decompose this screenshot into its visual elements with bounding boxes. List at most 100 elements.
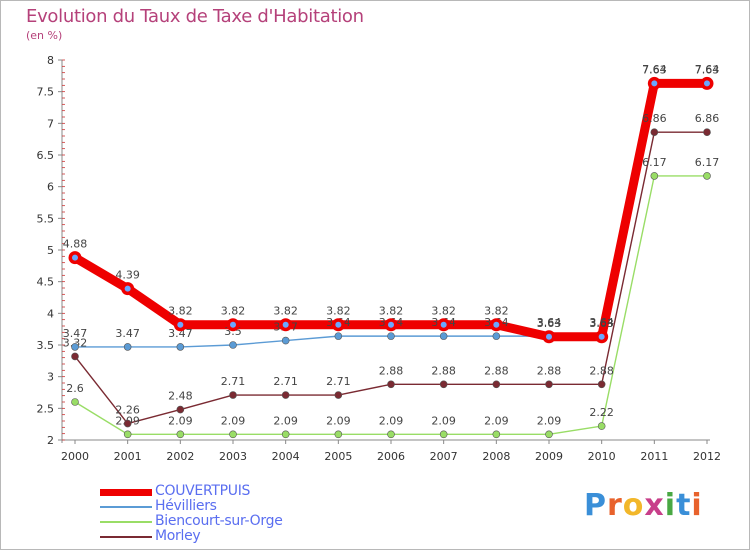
data-label: 2.71 (221, 375, 246, 388)
data-label: 7.63 (695, 63, 720, 76)
data-label: 2.71 (273, 375, 298, 388)
data-label: 2.09 (168, 414, 193, 427)
data-point (545, 380, 553, 389)
data-point (492, 430, 501, 439)
data-label: 2.09 (431, 414, 456, 427)
data-point (334, 430, 343, 439)
data-label: 3.82 (484, 305, 509, 318)
logo-letter: i (664, 488, 677, 523)
data-label: 7.64 (695, 63, 720, 76)
data-point-center (282, 321, 289, 328)
data-point (387, 430, 395, 439)
data-label: 2.6 (66, 382, 84, 395)
data-label: 2.88 (537, 364, 562, 377)
data-label: 3.82 (273, 305, 298, 318)
logo-letter: P (584, 488, 607, 523)
data-point (439, 430, 448, 439)
data-label: 3.82 (221, 305, 246, 318)
data-label: 6.17 (695, 156, 720, 169)
data-label: 2.09 (326, 414, 351, 427)
data-label: 3.47 (63, 327, 88, 340)
data-label: 3.63 (537, 317, 562, 330)
data-label: 3.82 (168, 305, 193, 318)
data-label: 3.47 (115, 327, 140, 340)
y-tick-label: 3.5 (37, 339, 55, 352)
legend-label: Hévilliers (155, 498, 217, 514)
logo-letter: i (691, 488, 703, 523)
chart-subtitle: (en %) (26, 29, 63, 42)
x-tick-label: 2011 (640, 450, 668, 463)
data-label: 2.09 (273, 414, 298, 427)
data-point-center (335, 321, 342, 328)
data-point (281, 391, 290, 399)
data-label: 2.48 (168, 390, 193, 403)
data-point (545, 430, 553, 439)
data-point (334, 332, 343, 340)
y-tick-label: 8 (47, 54, 54, 67)
x-tick-label: 2002 (166, 450, 194, 463)
data-label: 2.88 (589, 364, 614, 377)
data-point-center (651, 80, 658, 87)
data-label: 2.09 (537, 414, 562, 427)
data-point-center (704, 80, 710, 87)
data-label: 3.82 (326, 305, 351, 318)
x-tick-label: 2003 (219, 450, 247, 463)
data-label: 2.71 (326, 375, 351, 388)
data-label: 2.09 (484, 414, 509, 427)
x-tick-label: 2012 (693, 450, 721, 463)
x-tick-label: 2004 (272, 450, 300, 463)
data-point (492, 380, 501, 389)
data-point (703, 172, 711, 180)
data-label: 2.88 (484, 364, 509, 377)
data-point (71, 343, 79, 351)
legend-swatch (100, 489, 152, 496)
logo-letter: x (644, 488, 665, 523)
data-point (281, 336, 290, 345)
data-point (387, 332, 395, 340)
data-point-center (493, 321, 500, 328)
data-point-center (230, 321, 236, 328)
x-tick-label: 2009 (535, 450, 563, 463)
legend-label: COUVERTPUIS (155, 483, 251, 499)
data-point (176, 405, 185, 414)
y-tick-label: 3 (47, 371, 54, 384)
data-label: 4.88 (63, 238, 88, 251)
data-point-center (177, 321, 184, 328)
data-point (597, 380, 606, 389)
data-point (71, 352, 79, 361)
data-point (281, 430, 290, 439)
data-point (650, 128, 659, 136)
data-point-center (388, 321, 394, 328)
data-label: 2.09 (379, 414, 404, 427)
data-label: 4.39 (115, 269, 140, 282)
y-tick-label: 5.5 (37, 212, 55, 225)
legend-swatch (100, 506, 152, 508)
data-point (703, 128, 711, 136)
data-point (123, 343, 132, 351)
data-point (439, 380, 448, 389)
logo-letter: r (607, 488, 623, 523)
data-label: 7.64 (642, 63, 667, 76)
series-line-couvertpuis (70, 78, 712, 342)
y-tick-label: 6 (47, 181, 54, 194)
x-tick-label: 2008 (482, 450, 510, 463)
data-label: 2.88 (431, 364, 456, 377)
data-point (387, 380, 395, 389)
y-tick-label: 7.5 (37, 86, 55, 99)
x-tick-label: 2001 (114, 450, 142, 463)
data-label: 3.64 (537, 316, 562, 329)
data-point-center (72, 254, 78, 261)
data-label: 6.86 (695, 112, 720, 125)
data-point (176, 430, 185, 439)
x-tick-label: 2000 (61, 450, 89, 463)
legend-label: Biencourt-sur-Orge (155, 513, 283, 529)
y-tick-label: 4.5 (37, 276, 55, 289)
logo-letter: t (676, 488, 692, 523)
legend-label: Morley (155, 528, 201, 544)
data-point (123, 430, 132, 439)
legend-swatch (100, 521, 152, 523)
x-tick-label: 2007 (430, 450, 458, 463)
y-tick-label: 2.5 (37, 402, 55, 415)
x-tick-label: 2010 (588, 450, 616, 463)
data-label: 3.82 (431, 305, 456, 318)
